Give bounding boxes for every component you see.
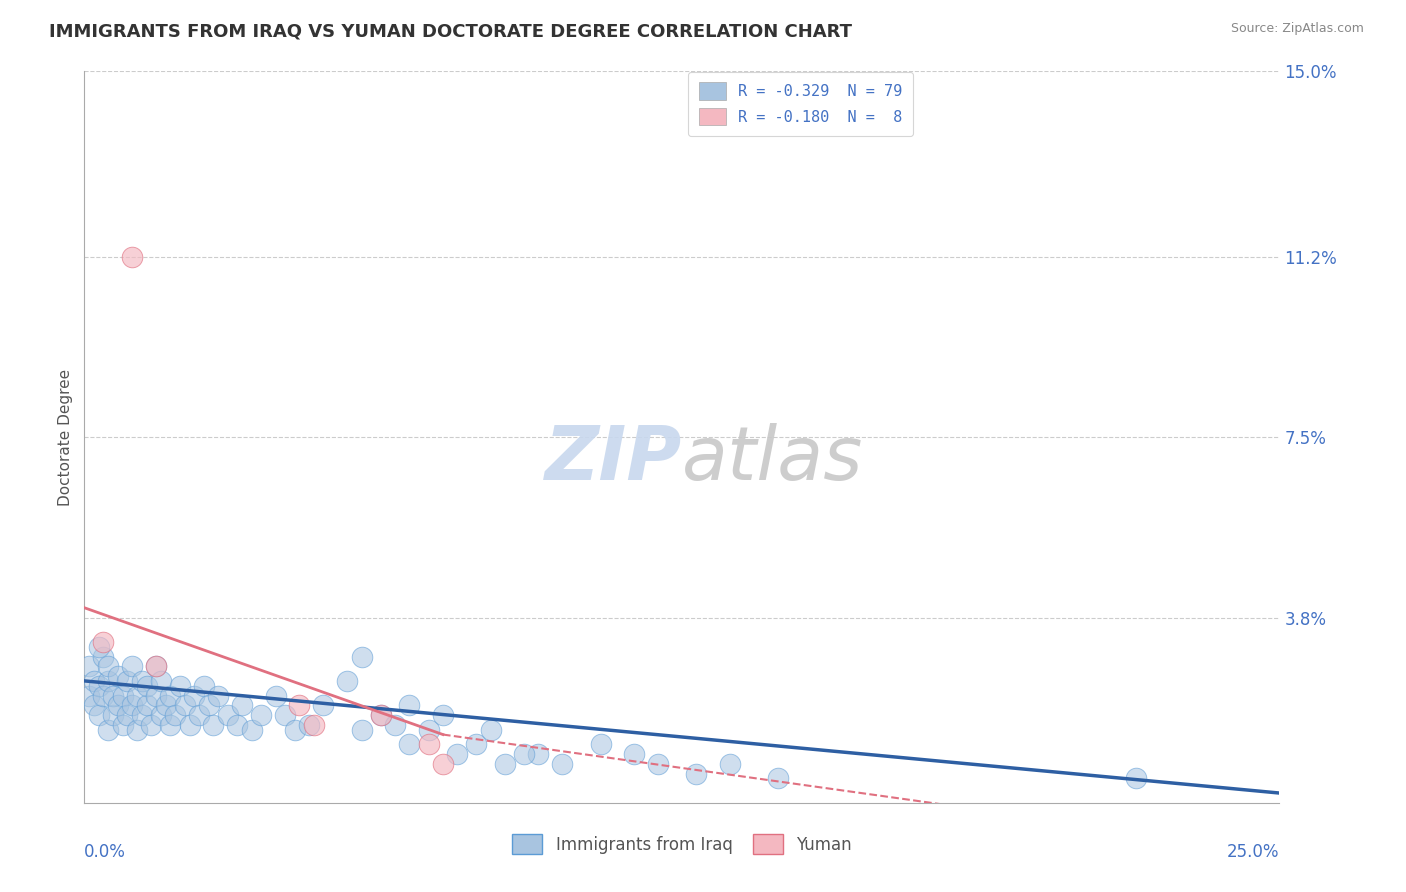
Point (418, 737, 440, 751)
Point (111, 689, 134, 703)
Point (173, 698, 195, 713)
Point (87, 708, 110, 723)
Point (87, 679, 110, 693)
Point (97, 673, 120, 688)
Point (202, 718, 225, 732)
Point (135, 679, 157, 693)
Point (117, 708, 139, 723)
Point (121, 698, 143, 713)
Point (77, 689, 100, 703)
Point (418, 723, 440, 737)
Point (131, 673, 153, 688)
Text: IMMIGRANTS FROM IRAQ VS YUMAN DOCTORATE DEGREE CORRELATION CHART: IMMIGRANTS FROM IRAQ VS YUMAN DOCTORATE … (49, 22, 852, 40)
Point (302, 718, 325, 732)
Point (121, 250, 143, 264)
Point (494, 756, 516, 771)
Point (141, 718, 163, 732)
Point (101, 708, 124, 723)
Point (465, 737, 488, 751)
Point (107, 698, 129, 713)
Point (207, 689, 229, 703)
Point (87, 640, 110, 654)
Text: atlas: atlas (682, 423, 863, 495)
Point (350, 723, 373, 737)
Point (370, 708, 392, 723)
Y-axis label: Doctorate Degree: Doctorate Degree (58, 368, 73, 506)
Point (685, 766, 707, 780)
Point (125, 689, 148, 703)
Point (288, 698, 311, 713)
Point (149, 708, 172, 723)
Point (131, 708, 153, 723)
Point (121, 659, 143, 673)
Point (117, 673, 139, 688)
Point (93, 649, 115, 664)
Point (398, 698, 420, 713)
Point (145, 689, 167, 703)
Point (513, 747, 536, 761)
Text: 0.0%: 0.0% (84, 843, 127, 861)
Point (718, 756, 741, 771)
Point (551, 756, 574, 771)
Point (398, 737, 420, 751)
Point (83, 698, 105, 713)
Point (155, 698, 177, 713)
Point (384, 718, 406, 732)
Point (479, 723, 502, 737)
Point (1125, 772, 1147, 786)
Point (169, 679, 191, 693)
Text: Source: ZipAtlas.com: Source: ZipAtlas.com (1230, 22, 1364, 36)
Point (527, 747, 550, 761)
Point (231, 698, 253, 713)
Point (284, 723, 307, 737)
Point (125, 723, 148, 737)
Point (165, 708, 187, 723)
Point (188, 708, 211, 723)
Point (217, 708, 239, 723)
Point (107, 669, 129, 683)
Point (93, 635, 115, 649)
Point (179, 718, 201, 732)
Point (589, 737, 612, 751)
Point (149, 673, 172, 688)
Point (240, 723, 263, 737)
Point (93, 689, 115, 703)
Point (298, 718, 321, 732)
Point (250, 708, 273, 723)
Point (83, 673, 105, 688)
Point (197, 698, 219, 713)
Point (336, 673, 359, 688)
Point (111, 718, 134, 732)
Point (97, 723, 120, 737)
Point (264, 689, 287, 703)
Point (432, 708, 454, 723)
Point (135, 698, 157, 713)
Point (274, 708, 297, 723)
Point (432, 756, 454, 771)
Point (183, 689, 205, 703)
Point (101, 689, 124, 703)
Point (97, 659, 120, 673)
Point (226, 718, 249, 732)
Point (159, 718, 181, 732)
Point (145, 659, 167, 673)
Point (145, 659, 167, 673)
Text: 25.0%: 25.0% (1227, 843, 1279, 861)
Point (193, 679, 215, 693)
Point (350, 649, 373, 664)
Point (77, 659, 100, 673)
Point (446, 747, 468, 761)
Point (647, 756, 669, 771)
Point (159, 689, 181, 703)
Point (312, 698, 335, 713)
Text: ZIP: ZIP (544, 423, 682, 496)
Point (623, 747, 645, 761)
Point (370, 708, 392, 723)
Legend: Immigrants from Iraq, Yuman: Immigrants from Iraq, Yuman (506, 828, 858, 860)
Point (766, 772, 789, 786)
